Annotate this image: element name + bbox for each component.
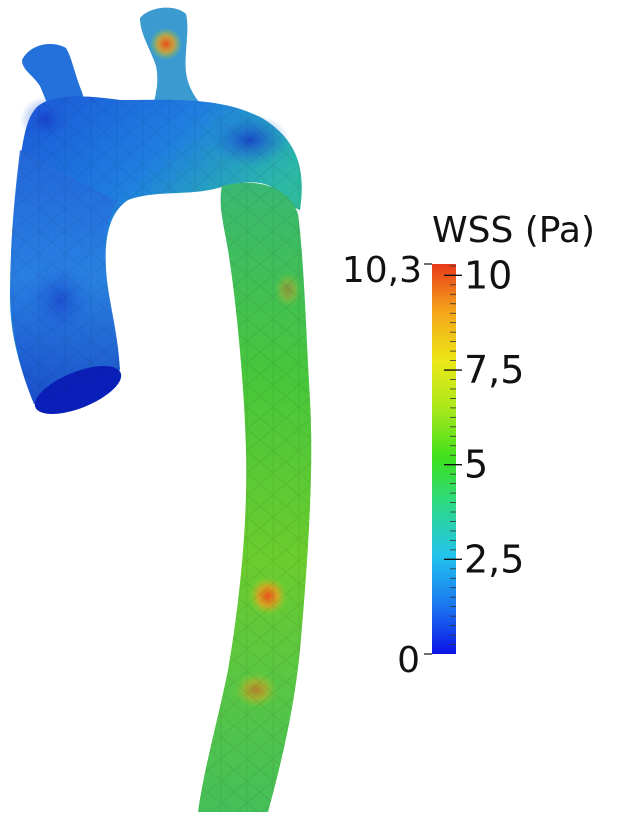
colorbar-tick-label: 2,5 — [464, 537, 524, 581]
colorbar-minor-ticks — [450, 265, 456, 645]
colorbar-major-ticks: 10 7,5 5 2,5 — [444, 253, 524, 581]
colorbar-tick-label: 7,5 — [464, 348, 524, 392]
color-legend: WSS (Pa) 10,3 0 10 7,5 5 2,5 — [342, 210, 595, 681]
range-min-label: 0 — [397, 640, 420, 681]
hotspot — [150, 28, 182, 60]
mesh-overlay — [10, 96, 312, 812]
legend-title: WSS (Pa) — [432, 210, 595, 251]
colorbar — [432, 264, 456, 654]
colorbar-tick-label: 10 — [464, 253, 512, 297]
colorbar-tick-label: 5 — [464, 443, 488, 487]
aorta-surface — [10, 7, 312, 812]
range-max-label: 10,3 — [342, 250, 422, 291]
